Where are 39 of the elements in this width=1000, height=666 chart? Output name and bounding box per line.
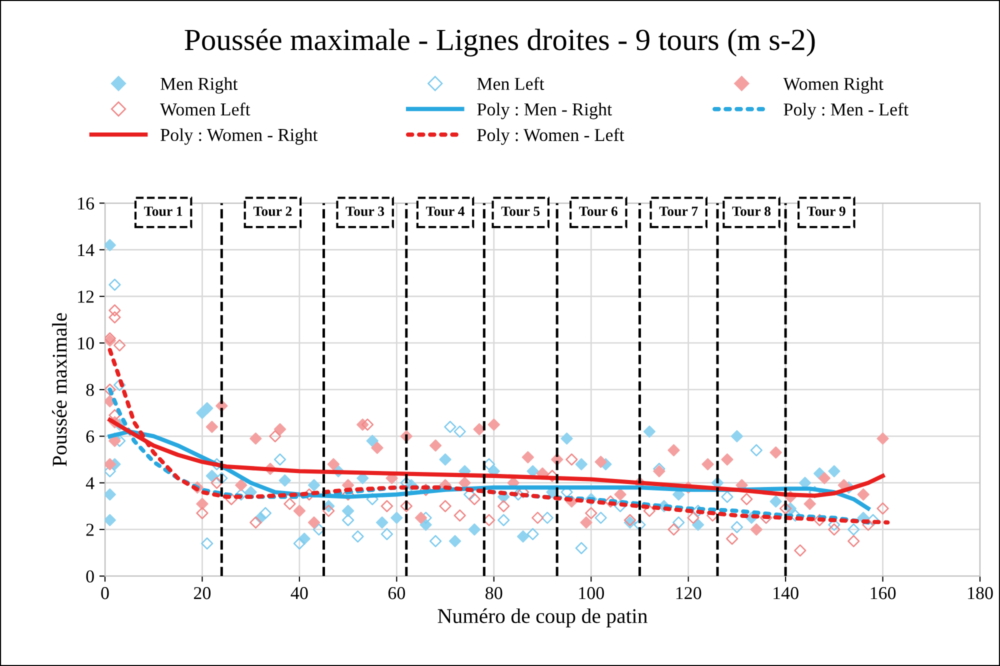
y-tick-label: 10	[78, 337, 94, 350]
legend-label: Poly : Women - Right	[160, 128, 318, 145]
y-tick-label: 2	[86, 524, 94, 536]
legend-label: Poly : Men - Left	[784, 102, 908, 120]
y-tick-label: 14	[78, 244, 94, 256]
legend-label: Poly : Women - Left	[477, 128, 624, 145]
legend-label: Men Right	[160, 77, 238, 94]
x-tick-label: 120	[676, 587, 702, 600]
annotation: Tour 4	[426, 206, 465, 216]
x-tick-label: 100	[579, 587, 604, 600]
annotation: Tour 6	[579, 206, 618, 216]
chart-title: Poussée maximale - Lignes droites - 9 tours (m s-2)	[184, 28, 815, 57]
annotation: Tour 5	[501, 206, 540, 216]
y-tick-label: 0	[86, 570, 94, 583]
y-tick-label: 8	[86, 384, 94, 396]
annotation: Tour 8	[732, 206, 771, 216]
annotation: Tour 9	[807, 206, 846, 216]
y-axis-title: Poussée maximale	[52, 313, 67, 466]
legend-label: Poly : Men - Right	[477, 102, 612, 120]
annotation: Tour 3	[346, 206, 384, 216]
x-tick-label: 40	[290, 587, 308, 600]
x-tick-label: 160	[870, 587, 896, 600]
y-tick-label: 6	[86, 430, 94, 443]
annotation: Tour 2	[253, 206, 292, 216]
x-tick-label: 80	[486, 587, 502, 600]
y-tick-label: 16	[78, 197, 94, 210]
x-tick-label: 180	[968, 587, 993, 600]
y-tick-label: 12	[78, 290, 94, 303]
annotation: Tour 7	[659, 206, 698, 216]
legend-label: Women Right	[783, 77, 884, 94]
legend-label: Women Left	[160, 102, 250, 116]
x-tick-label: 20	[194, 587, 211, 600]
x-tick-label: 60	[388, 587, 406, 600]
legend-label: Men Left	[477, 77, 544, 90]
x-tick-label: 140	[774, 587, 798, 600]
y-tick-label: 4	[86, 477, 94, 490]
annotation: Tour 1	[144, 206, 182, 216]
x-tick-label: 0	[101, 587, 109, 600]
x-axis-title: Numéro de coup de patin	[438, 608, 648, 628]
